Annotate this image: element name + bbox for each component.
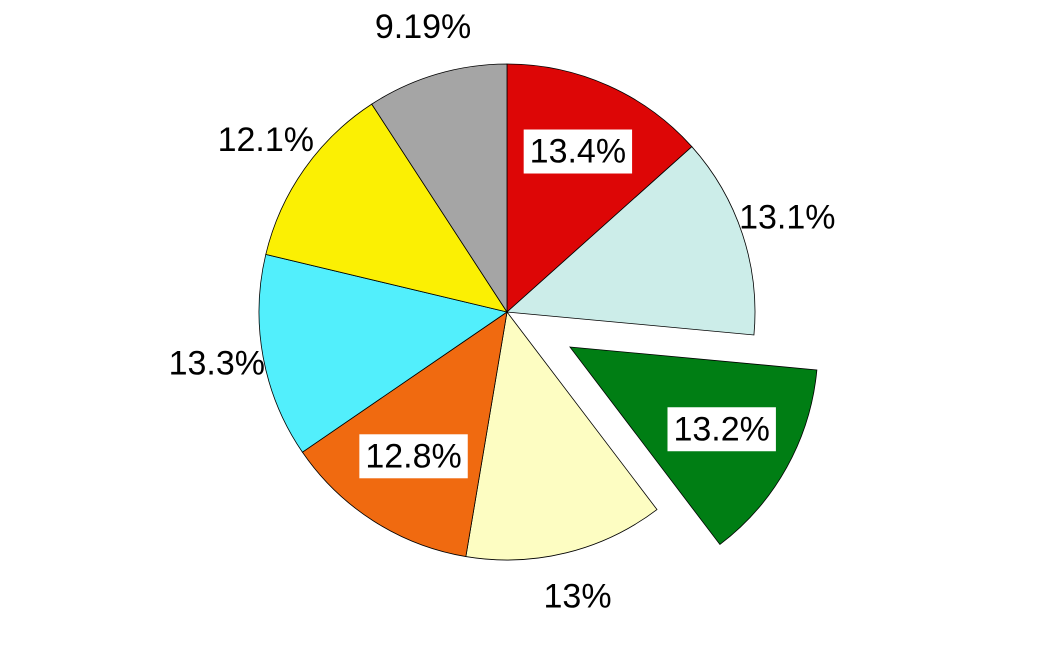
pie-slice bbox=[506, 63, 693, 313]
data-label-group: 13.2% bbox=[667, 407, 776, 452]
data-label: 13.2% bbox=[673, 410, 769, 448]
data-label-group: 9.19% bbox=[375, 8, 471, 46]
data-label-group: 13.1% bbox=[739, 199, 835, 237]
pie-slice bbox=[258, 253, 508, 453]
data-label-group: 13% bbox=[544, 578, 612, 616]
label-box bbox=[523, 129, 633, 174]
data-label-group: 12.8% bbox=[359, 434, 468, 479]
pie-slice bbox=[301, 311, 508, 558]
data-label: 9.19% bbox=[375, 8, 471, 46]
pie-slice bbox=[506, 146, 756, 336]
label-box bbox=[359, 434, 468, 479]
data-label: 12.1% bbox=[218, 121, 314, 159]
data-label: 13% bbox=[544, 578, 612, 616]
pie-slice bbox=[371, 63, 508, 314]
data-label: 13.3% bbox=[169, 345, 265, 383]
label-box bbox=[667, 407, 776, 452]
data-label-group: 12.1% bbox=[218, 121, 314, 159]
data-label-group: 13.3% bbox=[169, 345, 265, 383]
data-label: 13.4% bbox=[530, 133, 626, 171]
data-label-group: 13.4% bbox=[523, 129, 633, 174]
pie-slice bbox=[465, 311, 658, 561]
pie-slice bbox=[265, 103, 508, 313]
data-label: 12.8% bbox=[365, 437, 461, 475]
data-label: 13.1% bbox=[739, 199, 835, 237]
